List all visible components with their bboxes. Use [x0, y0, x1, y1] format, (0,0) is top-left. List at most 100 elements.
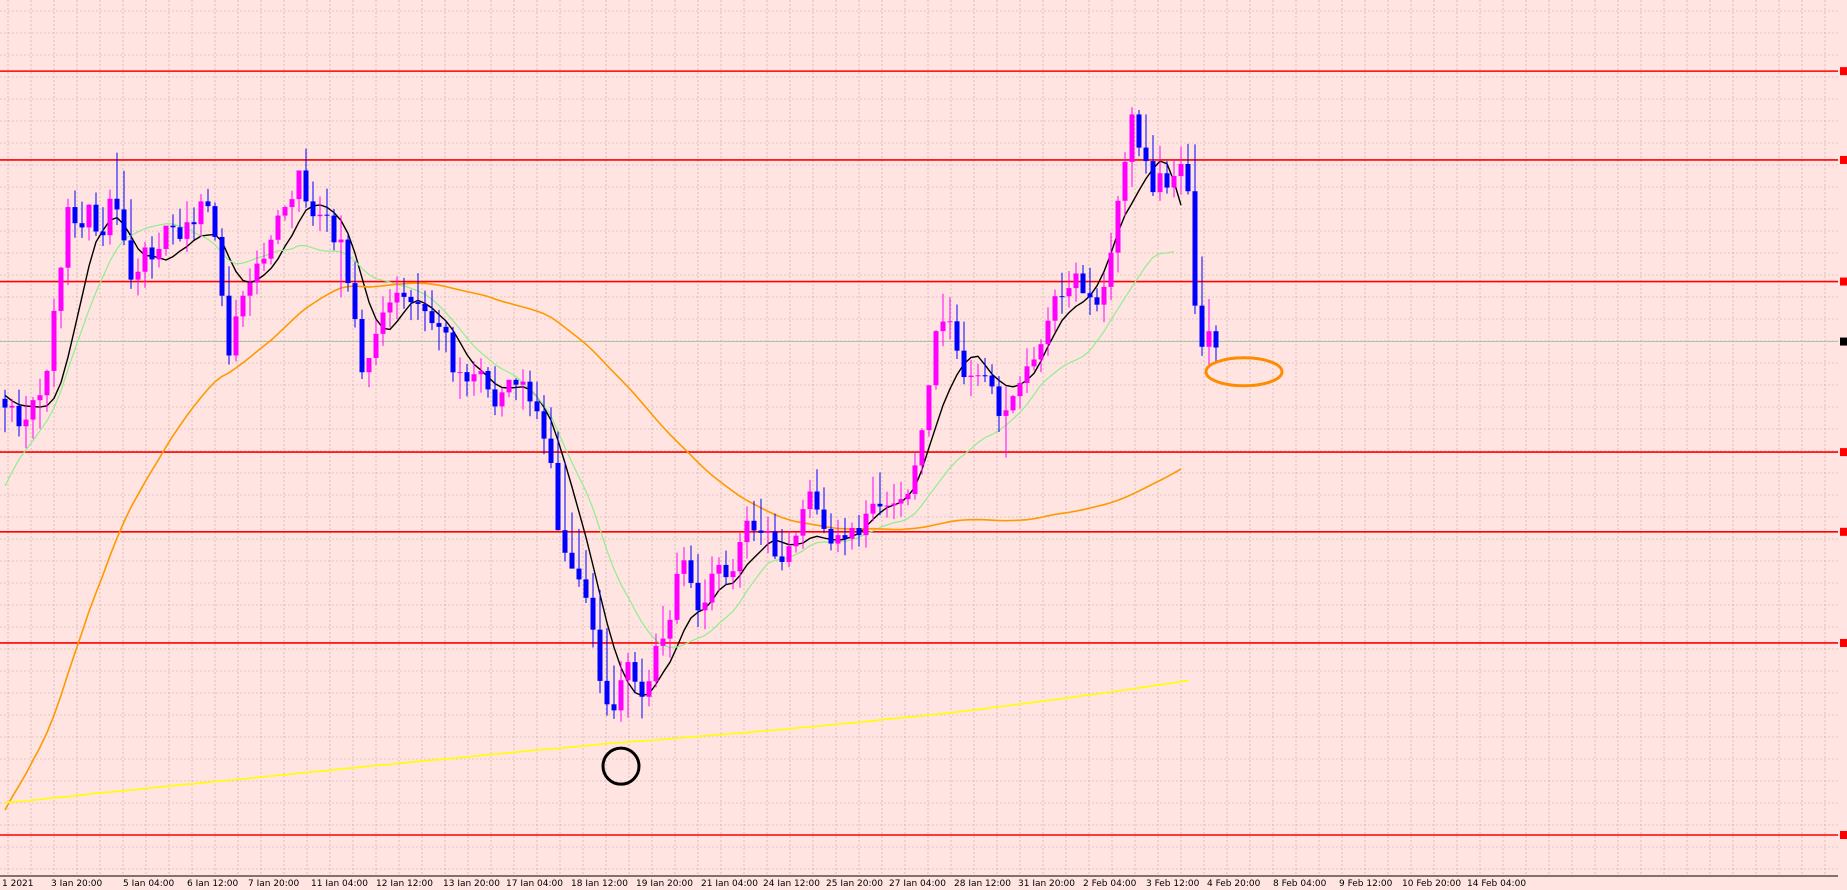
candle-body: [240, 295, 246, 317]
candle-body: [814, 491, 820, 510]
candle: [569, 512, 575, 569]
candle-body: [485, 370, 491, 390]
x-tick-label: 14 Feb 04:00: [1467, 879, 1526, 886]
candle: [1206, 298, 1212, 367]
candle: [261, 242, 267, 272]
candle-body: [709, 573, 715, 603]
candle-body: [254, 263, 260, 283]
candle: [758, 498, 764, 546]
candle: [695, 554, 701, 628]
candle: [912, 452, 918, 500]
x-tick-label: 2 Feb 04:00: [1083, 879, 1137, 886]
candle: [1178, 146, 1184, 195]
candle: [639, 658, 645, 719]
candle: [807, 479, 813, 518]
candle: [436, 309, 442, 351]
recent-low-ellipse[interactable]: [1204, 356, 1284, 388]
x-tick-label: 11 Jan 04:00: [311, 879, 368, 886]
candle-body: [737, 542, 743, 572]
candle-body: [443, 326, 449, 333]
candle: [1136, 109, 1142, 157]
candle-body: [65, 207, 71, 268]
candle-body: [1143, 147, 1149, 162]
candle-body: [975, 375, 981, 377]
candle: [128, 199, 134, 289]
candle: [1129, 107, 1135, 187]
candle-body: [1059, 296, 1065, 298]
candle-body: [212, 206, 218, 237]
candle: [240, 290, 246, 327]
candle: [716, 557, 722, 592]
candle-body: [163, 225, 169, 249]
candle-body: [44, 370, 50, 396]
candle-body: [800, 509, 806, 536]
x-tick-label: 5 Jan 04:00: [123, 879, 175, 886]
low-point-circle[interactable]: [601, 746, 641, 786]
candle-body: [562, 530, 568, 553]
candle-body: [1073, 273, 1079, 289]
candle-body: [1066, 288, 1072, 297]
x-tick-label: 17 Jan 04:00: [506, 879, 563, 886]
candle-body: [72, 207, 78, 224]
candle-body: [807, 491, 813, 510]
candle-body: [282, 207, 288, 216]
candle: [23, 395, 29, 449]
candle-body: [905, 493, 911, 500]
horizontal-levels-layer: [0, 70, 1838, 836]
candle: [604, 628, 610, 716]
candle-body: [674, 573, 680, 620]
candle-body: [1136, 114, 1142, 148]
moving-average-line-4: [4, 679, 1189, 804]
x-tick-label: 10 Feb 20:00: [1402, 879, 1461, 886]
candle-body: [849, 528, 855, 539]
candle-body: [219, 236, 225, 296]
candle-body: [247, 282, 253, 296]
x-tick-label: 3 Feb 12:00: [1146, 879, 1200, 886]
price-level-marker: [1840, 277, 1847, 286]
candle-body: [1045, 320, 1051, 345]
candle-body: [541, 411, 547, 439]
candle-body: [1031, 359, 1037, 367]
candle: [933, 329, 939, 390]
moving-average-line-2: [4, 223, 1175, 649]
candle: [618, 661, 624, 722]
candle: [793, 531, 799, 553]
candle: [478, 358, 484, 393]
candle-body: [317, 214, 323, 217]
candle-body: [429, 311, 435, 324]
x-tick-label: 27 Jan 04:00: [889, 879, 946, 886]
candle-body: [786, 546, 792, 562]
candle: [1073, 262, 1079, 302]
candle: [842, 517, 848, 556]
candle-body: [884, 505, 890, 507]
candle-body: [184, 222, 190, 239]
x-tick-label: 6 Jan 12:00: [187, 879, 239, 886]
x-tick-label: 1 2021: [2, 879, 34, 886]
moving-average-layer: [4, 160, 1189, 811]
candle: [954, 304, 960, 359]
candle: [121, 170, 127, 246]
candle-body: [86, 204, 92, 228]
candle: [597, 589, 603, 694]
candle-body: [499, 392, 505, 407]
candle: [884, 491, 890, 518]
candle: [968, 359, 974, 397]
candle-body: [226, 295, 232, 356]
candle-body: [1087, 293, 1093, 298]
x-tick-label: 8 Feb 04:00: [1273, 879, 1327, 886]
price-level-marker: [1840, 155, 1847, 164]
candle: [408, 289, 414, 321]
candle: [1031, 346, 1037, 371]
candle-body: [1150, 161, 1156, 193]
candle-body: [422, 303, 428, 312]
candle: [177, 208, 183, 242]
candle-body: [261, 258, 267, 264]
candle: [2, 389, 8, 433]
candle: [254, 250, 260, 295]
candle: [205, 188, 211, 213]
candle-body: [716, 564, 722, 574]
candle: [1101, 272, 1107, 323]
candle: [331, 208, 337, 251]
